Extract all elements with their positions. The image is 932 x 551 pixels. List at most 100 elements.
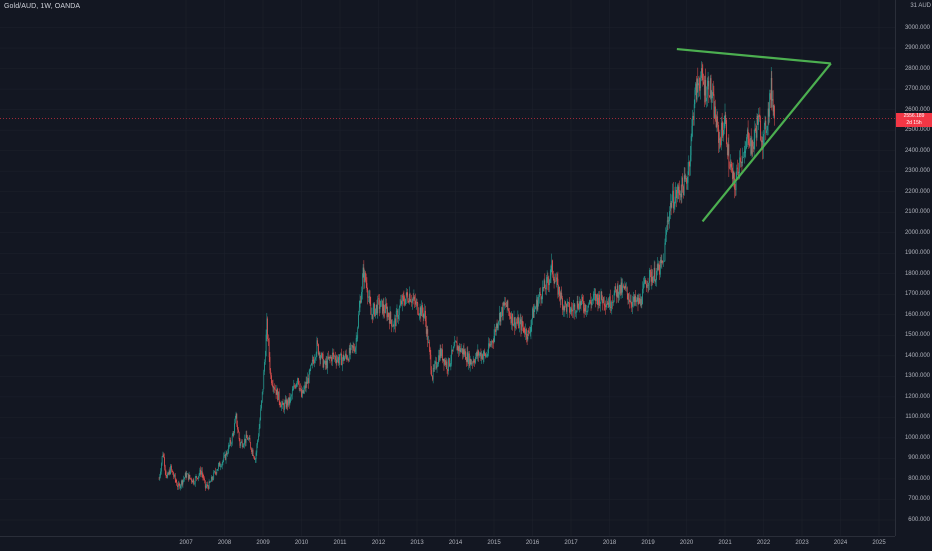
candle-body bbox=[484, 351, 486, 354]
candle-body bbox=[388, 312, 389, 317]
candle-body bbox=[438, 355, 439, 364]
candle-body bbox=[251, 449, 253, 452]
candle-body bbox=[246, 434, 248, 438]
candle-body bbox=[734, 178, 735, 190]
candle-body bbox=[325, 360, 326, 365]
candle-body bbox=[623, 285, 624, 287]
candle-body bbox=[436, 366, 438, 368]
candle-body bbox=[354, 349, 355, 352]
candle-body bbox=[344, 357, 345, 361]
candle-body bbox=[321, 353, 323, 355]
candle-body bbox=[365, 272, 366, 281]
candle-body bbox=[617, 285, 619, 298]
candle-body bbox=[522, 326, 524, 328]
candle-body bbox=[551, 260, 553, 266]
candle-body bbox=[734, 189, 736, 191]
price-tick-label: 2200.000 bbox=[904, 188, 930, 195]
candle-body bbox=[706, 86, 708, 98]
candle-body bbox=[755, 130, 757, 138]
candle-body bbox=[448, 358, 449, 372]
price-tick-label: 1000.000 bbox=[904, 434, 930, 441]
candle-body bbox=[443, 358, 445, 365]
candle-body bbox=[508, 308, 509, 312]
candle-body bbox=[412, 298, 414, 300]
candle-body bbox=[544, 280, 546, 289]
candle-body bbox=[664, 242, 666, 261]
candle-body bbox=[724, 114, 726, 127]
candle-body bbox=[769, 93, 771, 117]
candle-body bbox=[349, 347, 351, 354]
candle-body bbox=[635, 295, 637, 303]
last-price-value: 2556.189 bbox=[903, 112, 925, 119]
candle-body bbox=[748, 138, 750, 144]
candle-body bbox=[446, 361, 448, 370]
candle-body bbox=[266, 318, 268, 335]
candle-body bbox=[338, 357, 339, 364]
candle-body bbox=[466, 352, 468, 362]
candle-body bbox=[746, 137, 747, 149]
candle-body bbox=[455, 341, 457, 343]
candle-body bbox=[386, 307, 388, 318]
candle-body bbox=[171, 465, 172, 470]
candle-body bbox=[768, 108, 770, 117]
candle-body bbox=[395, 311, 397, 327]
candle-body bbox=[405, 298, 406, 305]
currency-label: 31 AUD bbox=[910, 3, 931, 9]
candle-body bbox=[358, 307, 360, 315]
candle-body bbox=[684, 175, 686, 180]
year-tick-label: 2020 bbox=[679, 540, 694, 546]
candle-body bbox=[537, 300, 539, 310]
candle-body bbox=[713, 94, 715, 118]
candle-body bbox=[574, 304, 576, 314]
candle-body bbox=[480, 352, 482, 359]
candle-body bbox=[289, 398, 291, 404]
candle-body bbox=[444, 360, 446, 365]
candle-body bbox=[702, 72, 704, 82]
candle-body bbox=[171, 469, 173, 472]
candle-body bbox=[167, 473, 169, 475]
candle-body bbox=[294, 386, 296, 388]
price-scale[interactable]: 31 AUD 3000.000 2900.000 2800.000 2700.000 2… bbox=[895, 0, 932, 536]
candle-body bbox=[427, 329, 429, 343]
chart-area[interactable]: Gold/AUD, 1W, OANDA bbox=[0, 0, 895, 536]
candle-body bbox=[221, 462, 223, 467]
candle-body bbox=[402, 295, 403, 305]
candle-body bbox=[622, 285, 623, 293]
candle-body bbox=[774, 105, 775, 118]
candle-body bbox=[385, 303, 387, 308]
candle-body bbox=[340, 353, 342, 355]
candle-body bbox=[671, 200, 673, 208]
candle-body bbox=[659, 259, 661, 275]
candle-body bbox=[271, 383, 273, 386]
candle-body bbox=[583, 308, 585, 312]
candle-body bbox=[252, 449, 254, 456]
candle-body bbox=[720, 139, 722, 146]
candle-body bbox=[300, 388, 302, 390]
candle-body bbox=[698, 83, 700, 88]
candle-body bbox=[502, 302, 504, 316]
candle-body bbox=[559, 286, 560, 297]
candle-body bbox=[727, 144, 729, 156]
candle-body bbox=[374, 303, 375, 316]
candle-body bbox=[485, 355, 487, 357]
candle-body bbox=[182, 480, 184, 485]
candle-body bbox=[682, 177, 683, 187]
candle-body bbox=[680, 193, 682, 198]
candle-body bbox=[538, 296, 540, 301]
candle-body bbox=[613, 293, 615, 302]
candle-body bbox=[723, 126, 725, 130]
price-chart[interactable] bbox=[0, 0, 895, 536]
candle-body bbox=[722, 130, 724, 136]
time-scale[interactable]: 2007 2008 2009 2010 2011 2012 2013 2014 2015 2016… bbox=[0, 536, 895, 551]
candle-body bbox=[499, 312, 500, 322]
candle-body bbox=[260, 408, 262, 420]
candle-body bbox=[502, 307, 503, 316]
candle-body bbox=[500, 311, 502, 322]
candle-body bbox=[398, 314, 399, 319]
candle-body bbox=[214, 471, 216, 473]
candle-body bbox=[402, 295, 404, 297]
candle-body bbox=[208, 481, 210, 489]
candle-body bbox=[624, 285, 626, 289]
candle-body bbox=[549, 275, 551, 280]
candle-body bbox=[525, 328, 526, 335]
